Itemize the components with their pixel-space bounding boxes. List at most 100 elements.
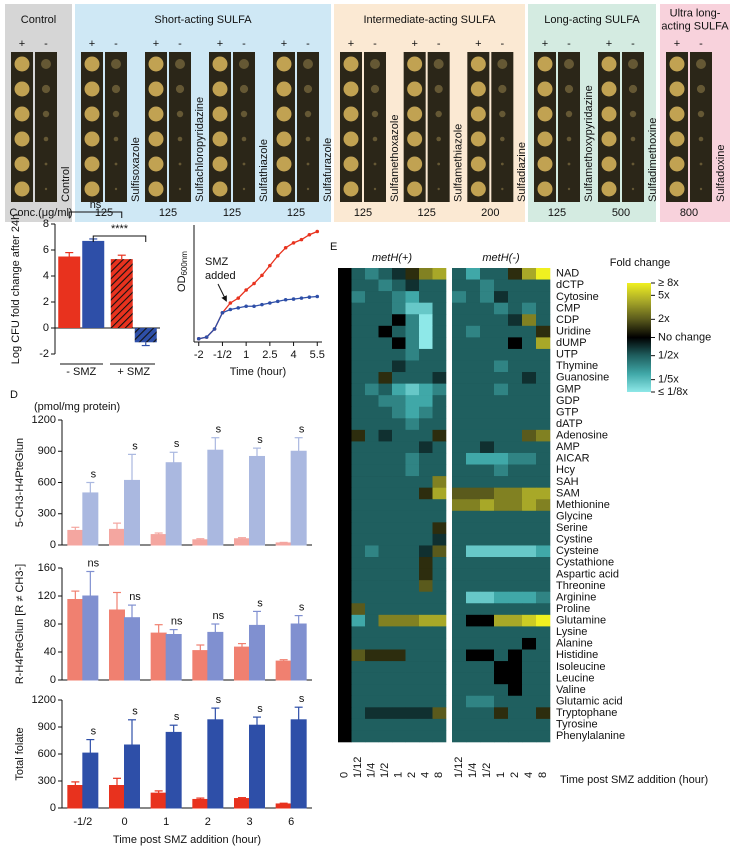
bar [58,256,81,328]
error-bar [211,437,220,451]
column-label: 2 [509,772,521,778]
heatmap-cell [522,406,537,419]
heatmap-cell [365,591,379,604]
heatmap-cell [419,707,433,720]
error-bar [86,738,95,754]
sig-label: s [299,424,305,436]
colony [537,106,553,122]
colorbar-label: 1/5x [658,374,679,386]
row-label: Alanine [556,638,593,650]
colony [276,56,292,72]
heatmap-cell [452,557,467,569]
colony [148,131,164,147]
colony [371,110,379,118]
error-bar [71,526,80,531]
heatmap-cell [365,429,379,442]
heatmap-cell [536,661,551,673]
heatmap-cell [351,707,366,720]
y-axis-label-main: OD [176,275,188,292]
error-bar [113,591,121,610]
heatmap-cell [508,302,523,315]
colony [698,136,704,142]
bar [275,542,292,546]
sig-label: ns [90,199,102,211]
heatmap-cell [536,522,551,535]
heatmap-cell [419,302,433,315]
heatmap-cell [392,580,406,593]
heatmap-cell [508,337,523,350]
point [252,304,256,309]
heatmap-cell [392,626,406,639]
error-bar [294,437,303,452]
heatmap-cell [480,372,495,384]
heatmap-cell [480,695,495,708]
heatmap-cell [480,707,495,720]
heatmap-cell [466,545,481,558]
heatmap-cell [536,545,551,558]
heatmap-cell [365,661,379,673]
column-label: 2 [406,772,418,778]
row-label: Phenylalanine [556,730,625,742]
heatmap-cell [432,614,447,627]
heatmap-cell [480,429,495,442]
heatmap-cell [432,672,447,685]
error-bar [196,538,205,540]
heatmap-cell [452,372,467,384]
y-tick-label: 120 [38,590,56,602]
heatmap-cell [338,487,352,500]
heatmap-cell [466,626,481,639]
heatmap-cell [351,360,366,373]
heatmap-cell [536,557,551,569]
heatmap-cell [536,464,551,477]
heatmap-cell [338,476,352,488]
colony [566,136,572,142]
bar [82,240,105,328]
bar [150,632,167,681]
colony [628,84,638,94]
error-bar [86,570,95,596]
heatmap-cell [522,452,537,465]
colony [239,59,249,69]
heatmap-cell [522,476,537,488]
heatmap-cell [508,695,523,708]
point [236,306,241,310]
heatmap-cell [338,718,352,731]
heatmap-cell [536,360,551,373]
colony [148,56,164,72]
heatmap-cell [392,568,406,581]
heatmap-cell [494,510,509,523]
heatmap-cell [365,614,379,627]
heatmap-cell [522,568,537,581]
x-tick-label: -2 [194,349,204,361]
sig-label: s [91,468,97,480]
heatmap-cell [480,476,495,488]
heatmap-cell [522,661,537,673]
x-tick-label: 1 [243,349,249,361]
y-tick-label: 2 [43,296,49,308]
sign-label: - [306,38,310,50]
point [315,229,320,234]
colony [537,181,553,197]
colony [437,187,440,191]
conc-label: 125 [159,207,177,219]
heatmap-cell [466,603,481,616]
heatmap-cell [432,418,447,431]
colony [148,156,164,172]
point [212,327,217,331]
heatmap-cell [494,418,509,431]
row-label: Arginine [556,591,596,603]
heatmap-cell [494,637,509,650]
heatmap-cell [480,348,495,361]
y-tick-label: 1200 [32,414,56,426]
heatmap-cell [338,580,352,593]
heatmap-cell [392,325,406,338]
y-tick-label: 80 [44,618,56,630]
heatmap-cell [405,510,420,523]
heatmap-cell [338,533,352,546]
heatmap-cell [419,406,433,419]
heatmap-cell [365,672,379,685]
heatmap-cell [508,637,523,650]
row-label: Cystathione [556,557,614,569]
y-tick-label: 300 [38,775,56,787]
colony [304,110,312,118]
